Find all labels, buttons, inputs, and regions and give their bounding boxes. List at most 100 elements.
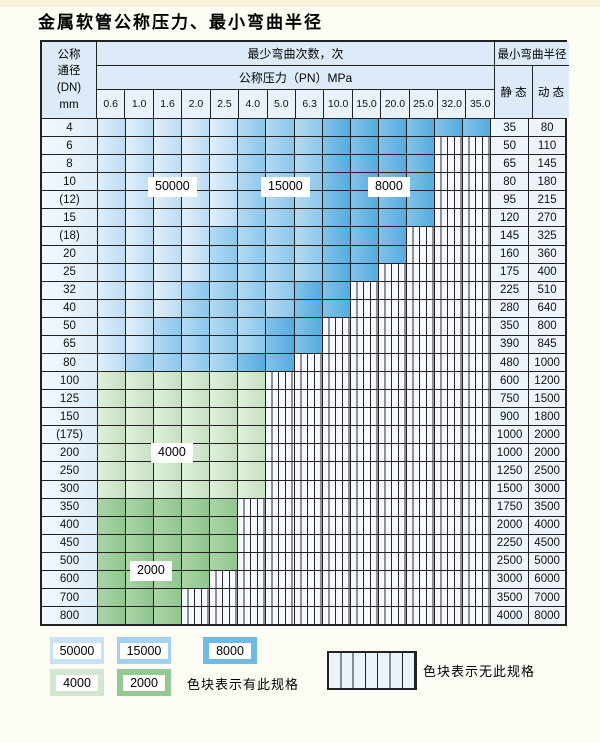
spec-cell-50000 [97,354,126,372]
pressure-header-cell: 0.6 [97,90,125,118]
static-radius-cell: 1500 [490,480,529,498]
dn-cell: 25 [42,263,97,281]
no-spec-cell [462,607,491,625]
no-spec-cell [405,444,434,462]
pressure-header-cell: 2.0 [181,90,210,118]
no-spec-cell [462,552,491,570]
spec-cell-8000 [349,209,378,227]
static-radius-cell: 95 [490,191,529,209]
spec-cell-4000 [153,408,182,426]
no-spec-cell [349,335,378,354]
static-radius-cell: 35 [490,119,529,137]
no-spec-cell [462,263,491,281]
pressure-header-cell: 1.6 [152,90,182,118]
spec-cell-4000 [97,426,126,444]
spec-cell-2000 [125,516,154,534]
spec-cell-50000 [209,191,238,209]
dn-cell: 15 [42,209,97,227]
no-spec-cell [433,607,463,625]
spec-cell-50000 [125,191,154,209]
no-spec-cell [265,462,294,480]
spec-cell-15000 [265,245,294,263]
no-spec-cell [209,589,238,607]
no-spec-cell [405,516,434,534]
no-spec-cell [321,480,350,498]
no-spec-cell [405,245,434,263]
spec-cell-15000 [181,317,210,335]
spec-cell-4000 [181,480,210,498]
no-spec-cell [433,245,463,263]
no-spec-cell [265,570,294,589]
no-spec-cell [209,607,238,625]
no-spec-cell [265,534,294,552]
spec-cell-15000 [293,209,322,227]
spec-cell-50000 [181,245,210,263]
spec-cell-50000 [97,299,126,317]
spec-cell-50000 [97,119,126,137]
no-spec-cell [405,299,434,317]
dynamic-radius-cell: 325 [528,227,566,245]
spec-cell-50000 [97,335,126,354]
spec-cell-2000 [209,516,238,534]
no-spec-cell [433,263,463,281]
no-spec-cell [293,408,322,426]
spec-cell-50000 [97,245,126,263]
spec-cell-8000 [321,155,350,173]
legend-hatch-swatch [327,651,417,690]
no-spec-cell [405,534,434,552]
no-spec-cell [405,480,434,498]
dynamic-radius-cell: 400 [528,263,566,281]
spec-cell-8000 [321,209,350,227]
no-spec-cell [237,552,266,570]
spec-cell-4000 [209,480,238,498]
static-column-header: 静 态 [494,66,532,118]
spec-cell-2000 [97,589,126,607]
no-spec-cell [462,173,491,191]
no-spec-cell [293,552,322,570]
spec-cell-15000 [293,137,322,155]
no-spec-cell [462,299,491,317]
static-radius-cell: 2250 [490,534,529,552]
spec-cell-15000 [237,227,266,245]
pressure-header-cell: 35.0 [465,90,494,118]
no-spec-cell [265,444,294,462]
spec-cell-8000 [265,335,294,354]
spec-cell-8000 [265,317,294,335]
no-spec-cell [405,372,434,390]
spec-cell-50000 [153,155,182,173]
static-radius-cell: 4000 [490,607,529,625]
spec-cell-50000 [181,209,210,227]
spec-cell-15000 [237,245,266,263]
no-spec-cell [265,589,294,607]
no-spec-cell [237,589,266,607]
spec-cell-15000 [209,317,238,335]
spec-cell-4000 [237,372,266,390]
no-spec-cell [321,534,350,552]
spec-cell-8000 [405,173,434,191]
dynamic-radius-cell: 640 [528,299,566,317]
no-spec-cell [462,570,491,589]
no-spec-cell [349,408,378,426]
no-spec-cell [265,480,294,498]
pressure-bend-table: 公称 通径 (DN) mm 最少弯曲次数，次 最小弯曲半径 公称压力（PN）MPa 静… [40,40,569,626]
no-spec-cell [377,408,406,426]
pressure-header-cell: 1.0 [124,90,153,118]
table-row-dn-200: 200 1000 2000 [42,443,566,462]
no-spec-cell [462,462,491,480]
no-spec-cell [433,390,463,408]
spec-cell-50000 [181,227,210,245]
spec-cell-15000 [181,354,210,372]
spec-cell-15000 [237,119,266,137]
dn-cell: 800 [42,607,97,625]
spec-cell-15000 [153,317,182,335]
no-spec-cell [349,281,378,299]
table-row-dn-40: 40 280 640 [42,298,566,317]
spec-cell-8000 [349,119,378,137]
dynamic-radius-cell: 510 [528,281,566,299]
spec-cell-2000 [181,534,210,552]
spec-cell-15000 [265,137,294,155]
spec-cell-15000 [237,299,266,317]
no-spec-cell [349,444,378,462]
spec-cell-15000 [237,281,266,299]
